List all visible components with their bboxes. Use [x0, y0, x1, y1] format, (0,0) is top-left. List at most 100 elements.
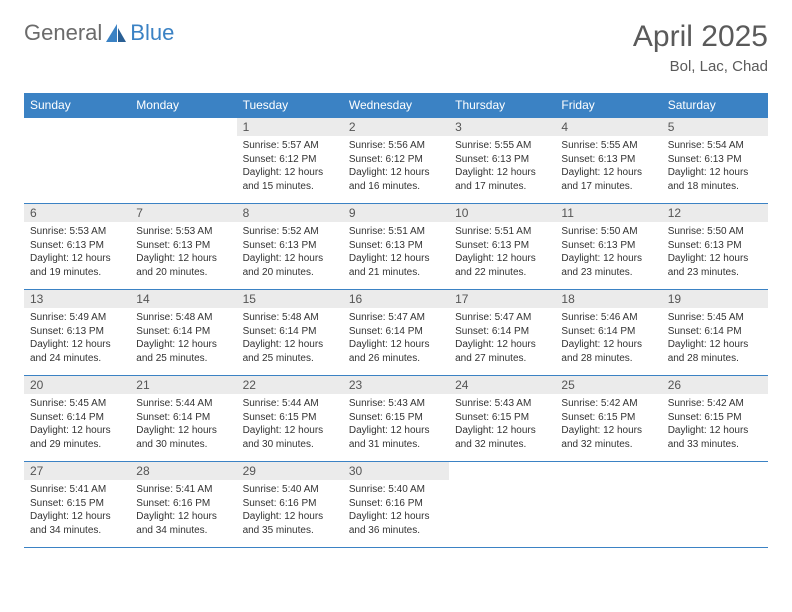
sunrise: Sunrise: 5:40 AM — [349, 483, 443, 497]
daylight: Daylight: 12 hours and 31 minutes. — [349, 424, 443, 451]
sunrise: Sunrise: 5:42 AM — [668, 397, 762, 411]
sunrise: Sunrise: 5:47 AM — [455, 311, 549, 325]
calendar-cell: 27Sunrise: 5:41 AMSunset: 6:15 PMDayligh… — [24, 462, 130, 548]
calendar-cell: 7Sunrise: 5:53 AMSunset: 6:13 PMDaylight… — [130, 204, 236, 290]
sunrise: Sunrise: 5:48 AM — [136, 311, 230, 325]
day-number: 19 — [662, 290, 768, 308]
day-details: Sunrise: 5:44 AMSunset: 6:14 PMDaylight:… — [130, 394, 236, 454]
sunset: Sunset: 6:13 PM — [30, 239, 124, 253]
sunset: Sunset: 6:13 PM — [455, 239, 549, 253]
day-details: Sunrise: 5:41 AMSunset: 6:15 PMDaylight:… — [24, 480, 130, 540]
day-number: 22 — [237, 376, 343, 394]
sunset: Sunset: 6:13 PM — [349, 239, 443, 253]
logo-text-general: General — [24, 20, 102, 46]
calendar-cell: 21Sunrise: 5:44 AMSunset: 6:14 PMDayligh… — [130, 376, 236, 462]
calendar-row: 20Sunrise: 5:45 AMSunset: 6:14 PMDayligh… — [24, 376, 768, 462]
sunrise: Sunrise: 5:54 AM — [668, 139, 762, 153]
day-number: 6 — [24, 204, 130, 222]
day-details: Sunrise: 5:51 AMSunset: 6:13 PMDaylight:… — [343, 222, 449, 282]
day-number: 21 — [130, 376, 236, 394]
sunrise: Sunrise: 5:45 AM — [30, 397, 124, 411]
daylight: Daylight: 12 hours and 15 minutes. — [243, 166, 337, 193]
sunrise: Sunrise: 5:56 AM — [349, 139, 443, 153]
day-number: 7 — [130, 204, 236, 222]
day-details: Sunrise: 5:41 AMSunset: 6:16 PMDaylight:… — [130, 480, 236, 540]
day-header: Saturday — [662, 93, 768, 118]
day-details: Sunrise: 5:43 AMSunset: 6:15 PMDaylight:… — [343, 394, 449, 454]
day-details: Sunrise: 5:46 AMSunset: 6:14 PMDaylight:… — [555, 308, 661, 368]
sunset: Sunset: 6:14 PM — [455, 325, 549, 339]
calendar-cell — [24, 118, 130, 204]
sunrise: Sunrise: 5:41 AM — [136, 483, 230, 497]
day-details: Sunrise: 5:40 AMSunset: 6:16 PMDaylight:… — [237, 480, 343, 540]
daylight: Daylight: 12 hours and 23 minutes. — [668, 252, 762, 279]
day-details: Sunrise: 5:50 AMSunset: 6:13 PMDaylight:… — [555, 222, 661, 282]
daylight: Daylight: 12 hours and 34 minutes. — [136, 510, 230, 537]
sunset: Sunset: 6:16 PM — [243, 497, 337, 511]
day-header: Tuesday — [237, 93, 343, 118]
sunrise: Sunrise: 5:40 AM — [243, 483, 337, 497]
sunset: Sunset: 6:13 PM — [243, 239, 337, 253]
day-number: 9 — [343, 204, 449, 222]
calendar-cell: 18Sunrise: 5:46 AMSunset: 6:14 PMDayligh… — [555, 290, 661, 376]
daylight: Daylight: 12 hours and 17 minutes. — [455, 166, 549, 193]
day-details: Sunrise: 5:55 AMSunset: 6:13 PMDaylight:… — [449, 136, 555, 196]
sunrise: Sunrise: 5:47 AM — [349, 311, 443, 325]
location: Bol, Lac, Chad — [633, 58, 768, 75]
day-number: 18 — [555, 290, 661, 308]
day-details: Sunrise: 5:47 AMSunset: 6:14 PMDaylight:… — [449, 308, 555, 368]
day-details: Sunrise: 5:47 AMSunset: 6:14 PMDaylight:… — [343, 308, 449, 368]
sunset: Sunset: 6:13 PM — [455, 153, 549, 167]
day-number: 5 — [662, 118, 768, 136]
day-number: 14 — [130, 290, 236, 308]
day-details: Sunrise: 5:48 AMSunset: 6:14 PMDaylight:… — [130, 308, 236, 368]
day-header: Monday — [130, 93, 236, 118]
daylight: Daylight: 12 hours and 30 minutes. — [243, 424, 337, 451]
sunrise: Sunrise: 5:51 AM — [349, 225, 443, 239]
daylight: Daylight: 12 hours and 18 minutes. — [668, 166, 762, 193]
sunset: Sunset: 6:13 PM — [561, 153, 655, 167]
daylight: Daylight: 12 hours and 25 minutes. — [136, 338, 230, 365]
day-details: Sunrise: 5:42 AMSunset: 6:15 PMDaylight:… — [662, 394, 768, 454]
sunset: Sunset: 6:13 PM — [668, 239, 762, 253]
calendar-cell: 4Sunrise: 5:55 AMSunset: 6:13 PMDaylight… — [555, 118, 661, 204]
sunset: Sunset: 6:14 PM — [668, 325, 762, 339]
calendar-cell: 25Sunrise: 5:42 AMSunset: 6:15 PMDayligh… — [555, 376, 661, 462]
sunrise: Sunrise: 5:52 AM — [243, 225, 337, 239]
sunset: Sunset: 6:15 PM — [243, 411, 337, 425]
sunrise: Sunrise: 5:50 AM — [668, 225, 762, 239]
sunset: Sunset: 6:13 PM — [30, 325, 124, 339]
calendar-cell: 8Sunrise: 5:52 AMSunset: 6:13 PMDaylight… — [237, 204, 343, 290]
day-details: Sunrise: 5:42 AMSunset: 6:15 PMDaylight:… — [555, 394, 661, 454]
sunset: Sunset: 6:14 PM — [30, 411, 124, 425]
calendar-cell — [662, 462, 768, 548]
sunset: Sunset: 6:15 PM — [455, 411, 549, 425]
day-number: 3 — [449, 118, 555, 136]
daylight: Daylight: 12 hours and 20 minutes. — [136, 252, 230, 279]
calendar-cell: 26Sunrise: 5:42 AMSunset: 6:15 PMDayligh… — [662, 376, 768, 462]
day-header: Sunday — [24, 93, 130, 118]
day-number: 15 — [237, 290, 343, 308]
calendar-cell: 5 Sunrise: 5:54 AMSunset: 6:13 PMDaylight… — [662, 118, 768, 204]
calendar-cell: 6Sunrise: 5:53 AMSunset: 6:13 PMDaylight… — [24, 204, 130, 290]
sunrise: Sunrise: 5:53 AM — [136, 225, 230, 239]
sunset: Sunset: 6:15 PM — [561, 411, 655, 425]
daylight: Daylight: 12 hours and 32 minutes. — [455, 424, 549, 451]
sunset: Sunset: 6:13 PM — [668, 153, 762, 167]
daylight: Daylight: 12 hours and 36 minutes. — [349, 510, 443, 537]
daylight: Daylight: 12 hours and 30 minutes. — [136, 424, 230, 451]
logo: General Blue — [24, 20, 174, 46]
day-number: 27 — [24, 462, 130, 480]
day-number: 4 — [555, 118, 661, 136]
sunset: Sunset: 6:14 PM — [136, 411, 230, 425]
sunrise: Sunrise: 5:43 AM — [349, 397, 443, 411]
daylight: Daylight: 12 hours and 17 minutes. — [561, 166, 655, 193]
sunrise: Sunrise: 5:55 AM — [455, 139, 549, 153]
day-number: 1 — [237, 118, 343, 136]
sunset: Sunset: 6:16 PM — [136, 497, 230, 511]
sunrise: Sunrise: 5:41 AM — [30, 483, 124, 497]
day-number: 25 — [555, 376, 661, 394]
daylight: Daylight: 12 hours and 29 minutes. — [30, 424, 124, 451]
day-details: Sunrise: 5:56 AMSunset: 6:12 PMDaylight:… — [343, 136, 449, 196]
daylight: Daylight: 12 hours and 24 minutes. — [30, 338, 124, 365]
